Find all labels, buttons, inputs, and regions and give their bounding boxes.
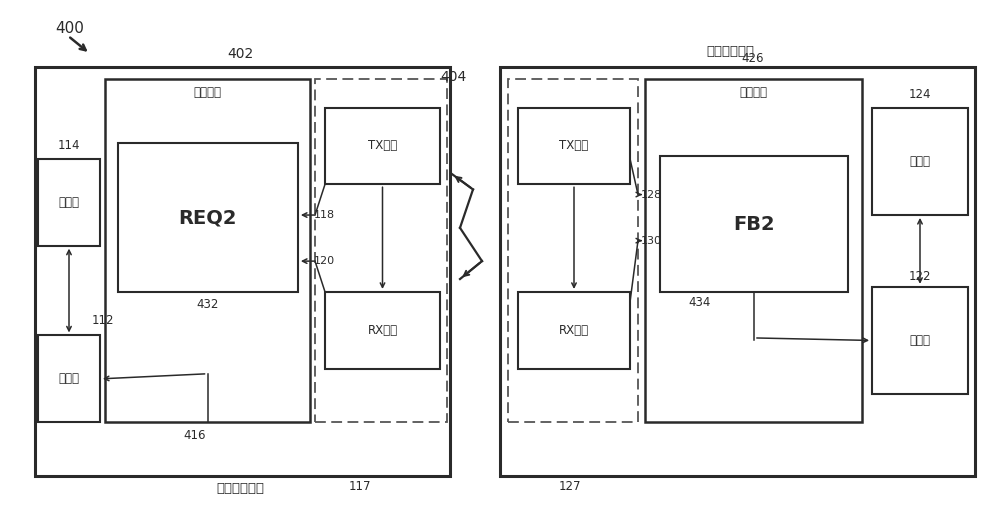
Text: 426: 426 <box>742 52 764 66</box>
Bar <box>315 79 447 422</box>
Text: 处理器: 处理器 <box>910 334 930 347</box>
Text: 122: 122 <box>909 270 931 283</box>
Text: RX电路: RX电路 <box>559 324 589 337</box>
Text: TX电路: TX电路 <box>368 139 398 153</box>
Bar <box>508 79 638 422</box>
Bar <box>38 335 100 422</box>
Bar <box>518 292 630 369</box>
Text: 130: 130 <box>641 236 662 246</box>
Text: 402: 402 <box>227 47 253 61</box>
Text: 404: 404 <box>441 70 467 84</box>
Bar <box>118 143 298 292</box>
Bar <box>105 79 310 422</box>
Text: 118: 118 <box>314 210 335 220</box>
Text: 处理器: 处理器 <box>58 372 80 386</box>
Text: 112: 112 <box>92 313 114 327</box>
Bar <box>35 67 450 476</box>
Text: 434: 434 <box>689 295 711 309</box>
Text: 存储器: 存储器 <box>910 155 930 168</box>
Text: 117: 117 <box>349 480 371 493</box>
Text: 控制电路: 控制电路 <box>193 86 221 99</box>
Bar <box>325 108 440 184</box>
Bar <box>872 287 968 394</box>
Bar <box>500 67 975 476</box>
Text: 400: 400 <box>55 20 84 36</box>
Bar <box>325 292 440 369</box>
Text: 128: 128 <box>641 189 662 200</box>
Text: 存储器: 存储器 <box>58 196 80 209</box>
Bar <box>518 108 630 184</box>
Text: 120: 120 <box>314 256 335 266</box>
Bar <box>38 159 100 246</box>
Text: 124: 124 <box>909 88 931 101</box>
Bar <box>645 79 862 422</box>
Text: REQ2: REQ2 <box>179 208 237 227</box>
Text: 无线通信设备: 无线通信设备 <box>216 482 264 496</box>
Text: 无线通信设备: 无线通信设备 <box>706 45 754 58</box>
Text: 127: 127 <box>559 480 581 493</box>
Text: RX电路: RX电路 <box>368 324 398 337</box>
Text: 114: 114 <box>58 139 80 153</box>
Text: 416: 416 <box>184 429 206 442</box>
Text: 控制电路: 控制电路 <box>739 86 767 99</box>
Text: TX电路: TX电路 <box>559 139 589 153</box>
Text: 432: 432 <box>197 298 219 311</box>
Text: FB2: FB2 <box>733 215 775 234</box>
Bar <box>872 108 968 215</box>
Bar <box>660 156 848 292</box>
